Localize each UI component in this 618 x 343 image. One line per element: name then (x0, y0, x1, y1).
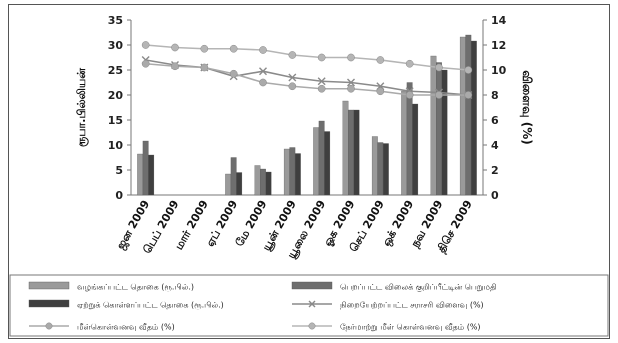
bar (254, 165, 261, 196)
bar (283, 148, 290, 196)
bar (406, 82, 413, 196)
chart-frame: 0 5 10 15 20 25 30 35 0 2 4 6 8 10 12 14 ரூபா.பில்லியன் வ… (8, 4, 610, 339)
series-point (405, 91, 414, 99)
bar (436, 62, 442, 196)
series-point (259, 46, 267, 54)
series-point (171, 62, 179, 71)
left-tick-label: 35 (108, 14, 123, 27)
right-tick-label: 6 (491, 114, 499, 127)
series-point (464, 66, 473, 74)
bar (137, 153, 144, 196)
right-axis-title: விளைவு (%) (520, 70, 534, 145)
legend-label: ஏற்றுக் கொள்ளப்பட்ட தொகை (ரூ.பில்.) (77, 301, 224, 311)
series-point (171, 43, 179, 52)
bar (236, 172, 243, 196)
series-line (145, 62, 469, 96)
left-tick-label: 5 (115, 164, 123, 177)
legend-label: மீள்கொள்வனவு வீதம் (%) (77, 323, 175, 332)
chart: 0 5 10 15 20 25 30 35 0 2 4 6 8 10 12 14 ரூபா.பில்லியன் வ… (9, 14, 609, 337)
series-point (259, 78, 267, 87)
series-point (464, 91, 473, 99)
right-tick-label: 14 (491, 14, 507, 27)
series-point (317, 84, 326, 93)
right-tick-label: 0 (491, 189, 499, 202)
series-point (288, 82, 297, 91)
series-point (435, 63, 443, 72)
legend-label: நிறையேற்றப்பட்ட சராசரி விளைவு (%) (340, 301, 484, 310)
series-point (288, 73, 297, 82)
series-point (376, 87, 385, 96)
series-point (347, 53, 355, 62)
left-tick-label: 10 (108, 139, 124, 152)
series-point (376, 56, 385, 64)
series-point (347, 84, 355, 93)
series-line (145, 44, 469, 71)
series-point (200, 63, 209, 72)
bar (230, 157, 237, 196)
bar (371, 136, 378, 196)
series-point (347, 78, 355, 87)
bar (430, 55, 437, 196)
series-point (200, 44, 209, 53)
legend-item: ஏற்றுக் கொள்ளப்பட்ட தொகை (ரூ.பில்.) (28, 299, 224, 311)
bar (382, 143, 389, 196)
bar (294, 153, 301, 196)
bar (148, 154, 155, 196)
bar (459, 36, 466, 196)
series-point (405, 59, 414, 68)
series-point (229, 44, 238, 53)
bar (465, 34, 472, 196)
legend-marker (308, 300, 316, 308)
bar (353, 109, 360, 196)
bar (401, 90, 408, 196)
bar (348, 109, 354, 196)
bar (265, 171, 272, 196)
series-point (317, 77, 326, 86)
series-point (141, 41, 150, 49)
bar (225, 173, 232, 196)
legend-marker (308, 322, 316, 330)
bar (318, 120, 325, 196)
bar (377, 142, 384, 196)
legend-item: மீள்கொள்வனவு வீதம் (%) (29, 323, 175, 332)
right-tick-label: 4 (491, 139, 499, 152)
left-tick-label: 15 (108, 114, 123, 127)
right-tick-label: 10 (491, 64, 507, 77)
bar (441, 69, 448, 196)
left-tick-label: 20 (108, 89, 124, 102)
left-tick-label: 25 (108, 64, 123, 77)
legend-item: வழங்கப்பட்ட தொகை (ரூ.பில்.) (28, 281, 194, 293)
left-axis-title: ரூபா.பில்லியன் (75, 68, 89, 147)
legend-label: நேர்மாற்று மீள் கொள்வனவு வீதம் (%) (340, 323, 481, 333)
right-tick-label: 12 (491, 39, 506, 52)
bar (412, 103, 419, 196)
series-point (317, 53, 326, 62)
series-point (141, 59, 150, 68)
series-point (435, 91, 443, 99)
bar (260, 168, 266, 196)
series-point (229, 69, 238, 78)
legend-swatch (28, 281, 70, 290)
legend-label: பெறப்பட்ட விலைக் குறிப்பீட்டின் பெறுமதி (340, 283, 497, 293)
legend-item: நிறையேற்றப்பட்ட சராசரி விளைவு (%) (292, 301, 484, 310)
right-tick-label: 2 (491, 164, 499, 177)
right-tick-label: 8 (491, 89, 499, 102)
left-tick-label: 0 (115, 189, 123, 202)
bar (470, 40, 477, 196)
series-point (259, 67, 267, 76)
legend-item: பெறப்பட்ட விலைக் குறிப்பீட்டின் பெறுமதி (291, 281, 497, 293)
legend-label: வழங்கப்பட்ட தொகை (ரூ.பில்.) (77, 283, 194, 293)
bar (324, 131, 331, 196)
bar (142, 140, 149, 196)
left-tick-label: 30 (108, 39, 124, 52)
bar (342, 100, 349, 196)
legend-swatch (28, 299, 70, 308)
bar (313, 127, 320, 196)
bar (289, 147, 296, 196)
legend-item: நேர்மாற்று மீள் கொள்வனவு வீதம் (%) (292, 323, 481, 333)
series-point (288, 51, 297, 59)
legend-swatch (291, 281, 333, 290)
legend-marker (45, 322, 53, 330)
